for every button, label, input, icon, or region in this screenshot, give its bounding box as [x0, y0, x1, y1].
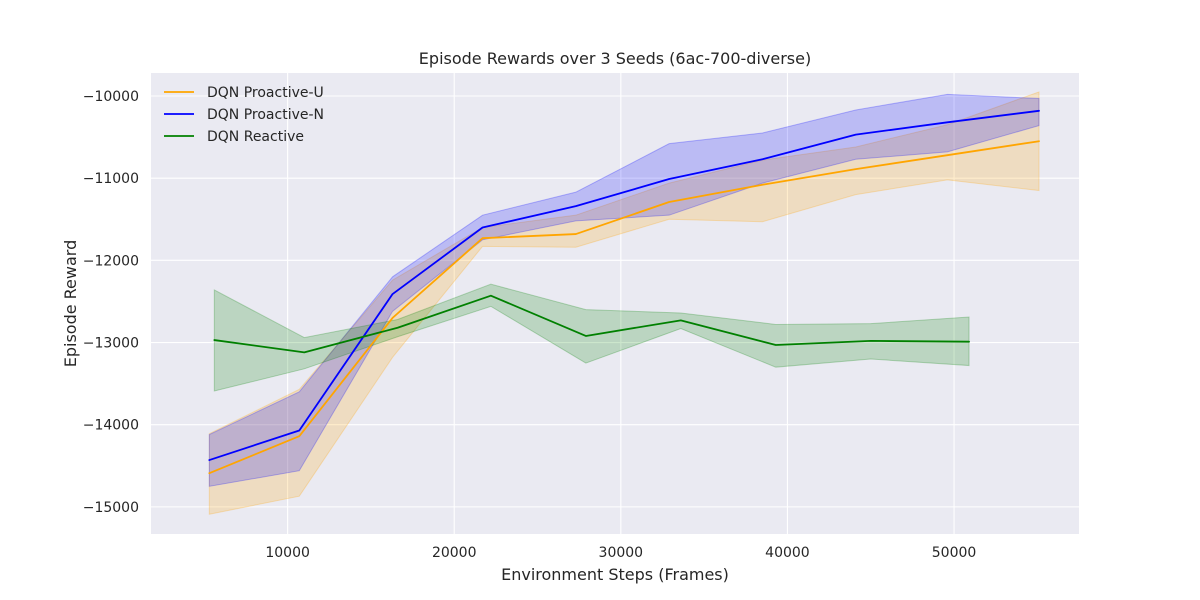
grid-lines: [151, 73, 1079, 534]
x-axis-title: Environment Steps (Frames): [501, 565, 729, 584]
tick-labels: 10000 20000 30000 40000 50000 −15000 −14000 −13…: [83, 89, 977, 561]
x-tick-label: 10000: [265, 545, 310, 561]
x-tick-label: 40000: [765, 545, 810, 561]
y-axis-title: Episode Reward: [61, 240, 80, 368]
confidence-bands: [208, 91, 1040, 515]
legend-label: DQN Proactive-N: [207, 107, 324, 123]
y-tick-label: −12000: [83, 253, 139, 269]
y-tick-label: −14000: [83, 418, 139, 434]
x-tick-label: 50000: [932, 545, 977, 561]
x-tick-label: 30000: [599, 545, 644, 561]
legend-label: DQN Reactive: [207, 129, 304, 145]
confidence-band-1: [208, 93, 1040, 487]
y-tick-label: −10000: [83, 89, 139, 105]
x-tick-label: 20000: [432, 545, 477, 561]
series-lines: [208, 109, 1040, 475]
plot-area: [151, 73, 1079, 534]
legend-label: DQN Proactive-U: [207, 85, 324, 101]
confidence-band-0: [208, 91, 1040, 515]
series-line-1: [208, 109, 1040, 461]
series-line-0: [208, 140, 1040, 475]
y-tick-label: −15000: [83, 500, 139, 516]
y-tick-label: −13000: [83, 336, 139, 352]
y-tick-label: −11000: [83, 171, 139, 187]
confidence-band-2: [213, 283, 970, 392]
legend: DQN Proactive-U DQN Proactive-N DQN Reacti…: [164, 85, 324, 145]
chart-title: Episode Rewards over 3 Seeds (6ac-700-di…: [419, 49, 811, 68]
